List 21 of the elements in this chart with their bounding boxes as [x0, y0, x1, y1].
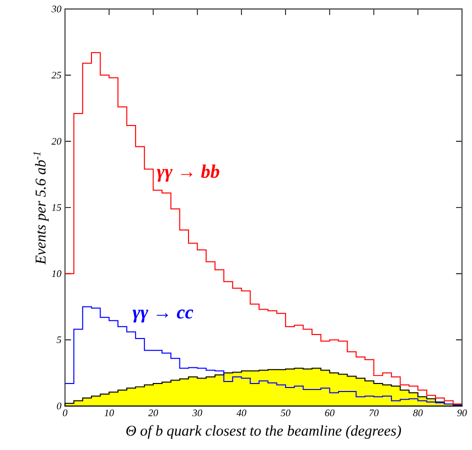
- x-tick-label: 10: [104, 410, 114, 416]
- x-tick-label: 80: [413, 410, 423, 416]
- x-tick-label: 50: [280, 410, 290, 416]
- x-tick-label: 40: [236, 410, 246, 416]
- y-tick-label: 30: [52, 6, 62, 12]
- y-axis-title: Events per 5.6 ab$^{-1}$: [33, 152, 49, 265]
- y-tick-label: 0: [56, 402, 62, 410]
- x-tick-label: 20: [148, 410, 158, 416]
- y-tick-label: 10: [52, 270, 62, 278]
- series-label: γγ → bb: [156, 164, 220, 182]
- x-tick-label: 90: [457, 410, 467, 416]
- series-label: γγ → cc: [132, 310, 194, 322]
- y-tick-label: 15: [52, 204, 62, 211]
- x-tick-label: 30: [192, 410, 202, 416]
- x-tick-label: 60: [325, 410, 335, 416]
- x-tick-label: 0: [62, 410, 68, 416]
- x-tick-label: 70: [369, 410, 379, 416]
- x-axis-title: Θ of b quark closest to the beamline (degrees): [126, 425, 401, 439]
- y-tick-label: 25: [52, 72, 62, 79]
- y-tick-label: 5: [56, 336, 62, 344]
- y-tick-label: 20: [52, 138, 62, 145]
